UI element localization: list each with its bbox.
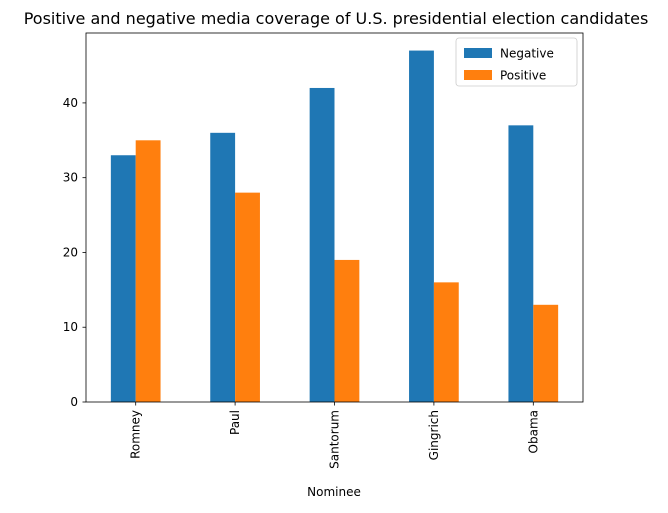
bar-negative-romney (110, 155, 136, 402)
chart-title: Positive and negative media coverage of … (24, 9, 649, 28)
bar-positive-gingrich (433, 282, 459, 402)
x-tick-label-santorum: Santorum (328, 410, 342, 469)
bar-negative-santorum (309, 87, 335, 403)
legend-label-positive: Positive (500, 69, 546, 83)
x-tick-label-romney: Romney (129, 410, 143, 459)
bar-negative-gingrich (409, 50, 434, 402)
bar-positive-paul (235, 192, 260, 402)
legend-swatch-negative (464, 48, 492, 58)
x-tick-label-gingrich: Gingrich (427, 410, 441, 460)
bars-layer (110, 50, 559, 403)
legend: Negative Positive (455, 37, 578, 87)
legend-label-negative: Negative (500, 47, 554, 61)
y-tick-label-40: 40 (63, 96, 78, 110)
y-tick-label-30: 30 (63, 171, 78, 185)
bar-negative-paul (210, 132, 236, 402)
bar-positive-romney (135, 140, 161, 403)
x-tick-label-obama: Obama (526, 410, 540, 453)
bar-positive-obama (533, 304, 559, 402)
bar-positive-santorum (334, 259, 360, 402)
axes-frame (85, 32, 584, 403)
y-tick-label-10: 10 (63, 320, 78, 334)
legend-swatch-positive (464, 70, 492, 80)
bar-negative-obama (508, 125, 534, 402)
x-axis-label: Nominee (307, 485, 361, 499)
y-tick-label-0: 0 (70, 395, 78, 409)
x-tick-label-paul: Paul (228, 410, 242, 435)
y-tick-label-20: 20 (63, 245, 78, 259)
axes-layer: Romney Paul Santorum Gingrich Obama 0 10 20 30 40 (63, 32, 584, 469)
